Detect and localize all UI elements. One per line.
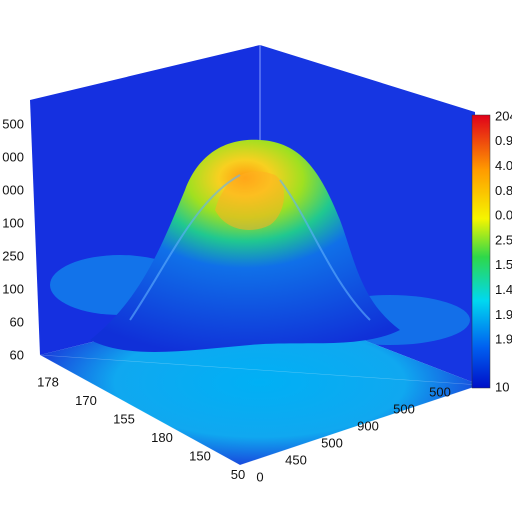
x-tick-label: 180 <box>151 430 173 445</box>
colorbar <box>471 114 491 389</box>
colorbar-tick-label: 1.4 <box>495 282 512 297</box>
x-tick-label: 170 <box>75 393 97 408</box>
z-tick-label: 100 <box>2 281 24 296</box>
colorbar-tick-label: 10 <box>495 379 509 394</box>
surface-peak <box>215 171 285 230</box>
plot-box <box>30 45 481 466</box>
z-tick-label: 250 <box>2 248 24 263</box>
x-tick-label: 150 <box>189 448 211 463</box>
surface-fold <box>129 174 371 321</box>
y-tick-label: 500 <box>429 384 451 399</box>
colorbar-tick-label: 0.8 <box>495 183 512 198</box>
z-tick-label: 000 <box>2 149 24 164</box>
colorbar-tick-label: 0.0 <box>495 208 512 223</box>
z-tick-label: 60 <box>10 347 24 362</box>
colorbar-tick-label: 1.5 <box>495 257 512 272</box>
colorbar-tick-label: 1.9 <box>495 332 512 347</box>
z-tick-label: 100 <box>2 215 24 230</box>
z-tick-label: 000 <box>2 182 24 197</box>
y-tick-label: 500 <box>393 401 415 416</box>
colorbar-tick-label: 4.0 <box>495 158 512 173</box>
x-tick-label: 155 <box>113 411 135 426</box>
y-tick-label: 0 <box>256 469 263 484</box>
x-tick-label: 50 <box>231 467 245 482</box>
floor-edge <box>39 354 481 466</box>
y-tick-label: 500 <box>321 435 343 450</box>
x-tick-label: 178 <box>37 374 59 389</box>
z-tick-label: 60 <box>10 314 24 329</box>
colorbar-tick-label: 204 <box>495 108 512 123</box>
colorbar-tick-label: 2.5 <box>495 232 512 247</box>
surface <box>90 139 400 352</box>
y-tick-label: 900 <box>357 418 379 433</box>
colorbar-tick-label: 1.9 <box>495 307 512 322</box>
z-tick-label: 500 <box>2 116 24 131</box>
y-tick-label: 450 <box>285 452 307 467</box>
colorbar-tick-label: 0.9 <box>495 133 512 148</box>
